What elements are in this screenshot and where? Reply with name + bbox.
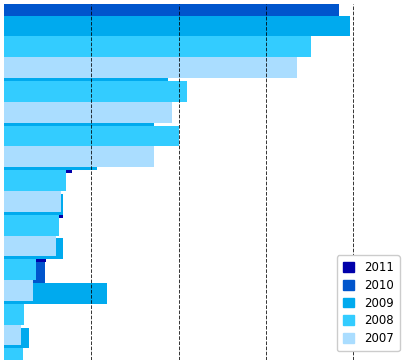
Bar — [4, 262, 46, 283]
Bar — [4, 348, 23, 364]
Bar — [4, 16, 349, 36]
Bar — [4, 304, 24, 325]
Bar — [4, 39, 178, 60]
Legend: 2011, 2010, 2009, 2008, 2007: 2011, 2010, 2009, 2008, 2007 — [336, 255, 400, 351]
Bar — [4, 126, 178, 146]
Bar — [4, 63, 165, 84]
Bar — [4, 307, 15, 328]
Bar — [4, 128, 71, 149]
Bar — [4, 194, 63, 215]
Bar — [4, 0, 339, 16]
Bar — [4, 170, 66, 191]
Bar — [4, 60, 168, 81]
Bar — [4, 197, 64, 218]
Bar — [4, 236, 56, 256]
Bar — [4, 81, 187, 102]
Bar — [4, 241, 46, 262]
Bar — [4, 328, 29, 348]
Bar — [4, 146, 154, 167]
Bar — [4, 19, 199, 39]
Bar — [4, 84, 151, 105]
Bar — [4, 152, 72, 173]
Bar — [4, 191, 61, 212]
Bar — [4, 286, 14, 307]
Bar — [4, 215, 59, 236]
Bar — [4, 102, 172, 123]
Bar — [4, 173, 60, 194]
Bar — [4, 259, 36, 280]
Bar — [4, 238, 63, 259]
Bar — [4, 57, 297, 78]
Bar — [4, 325, 20, 345]
Bar — [4, 149, 97, 170]
Bar — [4, 218, 33, 238]
Bar — [4, 36, 311, 57]
Bar — [4, 105, 154, 126]
Bar — [4, 280, 33, 301]
Bar — [4, 108, 76, 128]
Bar — [4, 283, 107, 304]
